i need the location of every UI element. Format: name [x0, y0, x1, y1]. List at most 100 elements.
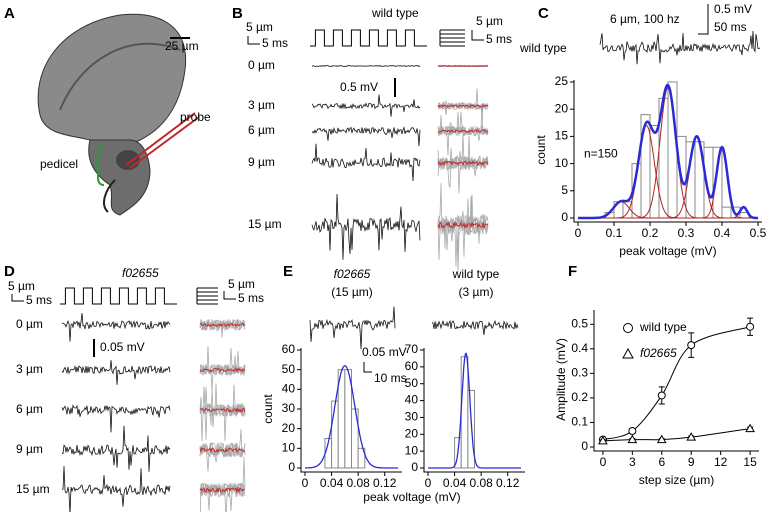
x-tick-label: 0.12 [373, 476, 397, 490]
scale-label: 5 ms [26, 293, 52, 307]
legend-label: f02665 [640, 346, 677, 360]
row-label: 0 µm [248, 58, 275, 72]
scale-label: 5 µm [228, 277, 255, 291]
trace [199, 486, 246, 494]
y-tick-label: 0 [288, 460, 295, 474]
probe-line [129, 116, 200, 169]
x-tick-label: 3 [629, 455, 636, 469]
x-tick-label: 0.12 [496, 476, 520, 490]
y-tick-label: 0.3 [571, 366, 588, 380]
scale-label: 5 µm [246, 20, 273, 34]
x-tick-label: 0 [302, 476, 309, 490]
x-tick-label: 0.2 [642, 226, 659, 240]
x-tick-label: 0 [600, 455, 607, 469]
panel-label: A [4, 5, 15, 22]
panel-title: (15 µm) [331, 285, 373, 299]
x-axis-label: peak voltage (mV) [363, 490, 460, 504]
point [628, 427, 637, 436]
legend-marker [623, 323, 633, 333]
fit-curve [305, 365, 398, 469]
y-tick-label: 50 [282, 362, 296, 376]
scale-label: 25 µm [165, 39, 199, 53]
y-tick-label: 0.4 [571, 341, 588, 355]
trace [311, 94, 421, 117]
bar [721, 206, 732, 219]
brace [92, 144, 105, 186]
y-tick-label: 40 [405, 393, 419, 407]
trace [61, 425, 171, 472]
point [656, 434, 667, 444]
stimulus [310, 29, 427, 47]
scale-label: 50 ms [714, 20, 747, 34]
trace [61, 404, 171, 433]
annotation: n=150 [584, 146, 618, 160]
trace [199, 319, 246, 338]
bar [357, 447, 366, 469]
trace-label: wild type [519, 41, 567, 55]
panel-title: wild type [452, 267, 500, 281]
axis [573, 80, 762, 223]
trace [437, 128, 489, 134]
y-tick-label: 40 [282, 382, 296, 396]
point [745, 423, 755, 433]
legend-marker [622, 347, 634, 359]
stimulus [60, 287, 177, 305]
trace [61, 312, 171, 342]
fit-line [602, 326, 751, 441]
axis [593, 310, 759, 452]
point [686, 432, 697, 441]
scale-label: 5 ms [262, 36, 288, 50]
point [627, 434, 638, 444]
scale-bar [363, 362, 372, 373]
probe-line [125, 112, 196, 166]
y-tick-label: 60 [282, 342, 296, 356]
fit-curve [578, 83, 758, 220]
trace [199, 447, 246, 454]
y-tick-label: 0 [411, 460, 418, 474]
scale-bar [471, 30, 484, 41]
y-tick-label: 0.1 [571, 415, 588, 429]
y-tick-label: 30 [282, 401, 296, 415]
y-tick-label: 20 [405, 426, 419, 440]
x-tick-label: 0.04 [443, 476, 467, 490]
y-tick-label: 20 [282, 421, 296, 435]
panel-label: C [538, 5, 549, 22]
trace [199, 367, 246, 373]
row-label: 9 µm [248, 155, 275, 169]
y-axis-label: count [534, 135, 548, 165]
panel-label: B [232, 5, 243, 22]
x-tick-label: 0.4 [714, 226, 731, 240]
y-axis-label: Amplitude (mV) [554, 338, 568, 421]
pedicel-label: pedicel [40, 157, 78, 171]
y-tick-label: 10 [282, 441, 296, 455]
panel-label: D [4, 263, 15, 280]
trace [61, 466, 171, 512]
point [598, 435, 608, 445]
x-tick-label: 0.04 [320, 476, 344, 490]
x-tick-label: 15 [743, 455, 757, 469]
row-label: 15 µm [16, 482, 50, 496]
y-tick-label: 0 [581, 439, 588, 453]
bar [331, 400, 339, 469]
panel-title: f02665 [334, 267, 371, 281]
trace [311, 193, 421, 260]
x-tick-label: 0 [575, 226, 582, 240]
bar [344, 369, 353, 469]
x-tick-label: 6 [658, 455, 665, 469]
row-label: 9 µm [16, 442, 43, 456]
scale-label: 0.05 mV [362, 345, 407, 359]
bar [460, 356, 469, 469]
trace-title: 6 µm, 100 hz [610, 12, 680, 26]
fly-illustration [37, 13, 187, 216]
row-label: 6 µm [248, 123, 275, 137]
scale-label: 5 µm [476, 14, 503, 28]
trace [309, 306, 396, 350]
panel-title: f02655 [122, 266, 159, 280]
scale-label: 10 ms [374, 371, 407, 385]
point [657, 391, 666, 400]
trace [199, 442, 246, 458]
voltage-scale: 0.05 mV [100, 340, 145, 354]
trace [199, 322, 246, 328]
scale-label: 5 µm [8, 279, 35, 293]
trace [311, 143, 421, 182]
